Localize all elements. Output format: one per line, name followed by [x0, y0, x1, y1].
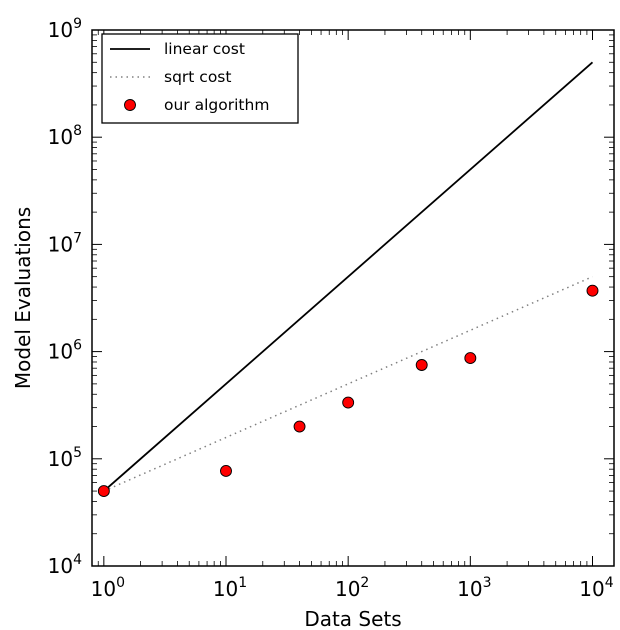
x-tick-label: 102: [335, 575, 369, 601]
y-axis-label: Model Evaluations: [11, 207, 35, 389]
data-point-our-algorithm: [293, 420, 306, 433]
legend-label-linear-cost: linear cost: [164, 40, 245, 58]
x-axis-label: Data Sets: [304, 607, 401, 630]
data-point-our-algorithm: [464, 352, 477, 365]
x-tick-label: 101: [213, 575, 247, 601]
plot-frame: [91, 29, 615, 567]
series-line-sqrt-cost: [103, 275, 593, 492]
x-tick-label: 100: [91, 575, 125, 601]
x-tick-label: 104: [579, 575, 613, 601]
y-tick-label: 106: [48, 338, 82, 364]
axis-ticks: 100 101 102 103 104 104 105 106 107 108 109: [48, 16, 614, 601]
chart-marks: [97, 61, 599, 498]
y-tick-label: 104: [48, 552, 82, 578]
data-point-our-algorithm: [220, 465, 232, 477]
data-point-our-algorithm: [97, 485, 110, 498]
legend-label-sqrt-cost: sqrt cost: [164, 68, 231, 86]
y-tick-label: 109: [48, 16, 82, 42]
legend-label-our-algorithm: our algorithm: [164, 96, 269, 114]
series-line-linear-cost: [103, 61, 594, 492]
legend-swatch-our-algorithm: [124, 99, 136, 111]
y-tick-label: 108: [48, 123, 82, 149]
y-tick-label: 105: [48, 445, 82, 471]
data-point-our-algorithm: [342, 396, 355, 409]
y-tick-label: 107: [48, 230, 82, 256]
x-tick-label: 103: [457, 575, 491, 601]
data-point-our-algorithm: [586, 284, 599, 297]
legend: linear cost sqrt cost our algorithm: [101, 33, 299, 124]
data-point-our-algorithm: [415, 359, 428, 371]
